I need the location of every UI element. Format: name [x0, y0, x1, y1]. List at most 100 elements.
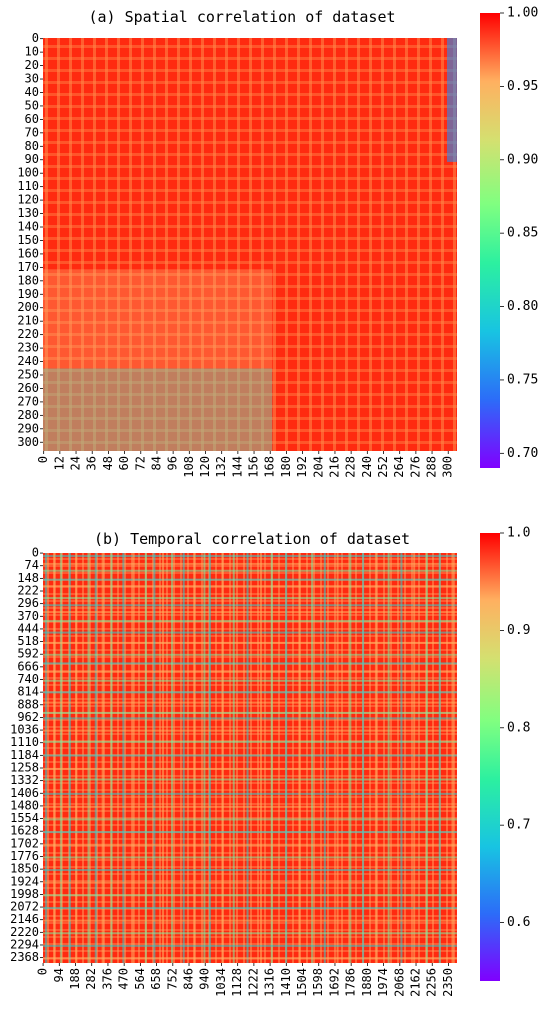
y-tick-label: 444: [17, 621, 39, 635]
colorbar-tick-label: 1.00: [507, 6, 538, 21]
y-tick-label: 1924: [10, 874, 39, 888]
x-tick-label: 240: [360, 456, 374, 478]
stripe: [413, 553, 416, 963]
y-tick-label: 1628: [10, 824, 39, 838]
y-tick-label: 1554: [10, 811, 39, 825]
x-tick-label: 1786: [344, 968, 358, 997]
y-tick-label: 2072: [10, 900, 39, 914]
colorbar-ticks-a: 1.00 0.95 0.90 0.85 0.80 0.75 0.70: [500, 6, 538, 461]
y-tick-label: 1332: [10, 773, 39, 787]
colorbar-tick-label: 0.8: [507, 720, 530, 735]
x-tick-label: 108: [182, 456, 196, 478]
x-tick-label: 48: [101, 456, 115, 470]
y-tick-label: 240: [17, 354, 39, 368]
x-tick-label: 658: [149, 968, 163, 990]
stripe: [170, 553, 173, 963]
stripe: [43, 597, 457, 600]
stripe: [43, 631, 457, 634]
x-ticks-b: 0 94 188 282 376 470 564 658 752 846 940 1034 1128 12…: [36, 963, 455, 997]
stripe: [43, 856, 457, 859]
y-tick-label: 1184: [10, 748, 39, 762]
stripe: [43, 831, 457, 834]
y-ticks-a: 0102030405060708090100110120130140150160…: [17, 31, 43, 449]
y-tick-label: 90: [25, 152, 39, 166]
x-tick-label: 276: [408, 456, 422, 478]
stripe: [336, 553, 339, 963]
x-tick-label: 216: [327, 456, 341, 478]
y-tick-label: 190: [17, 287, 39, 301]
y-tick-label: 40: [25, 85, 39, 99]
colorbar-tick-label: 0.6: [507, 915, 530, 930]
y-tick-label: 280: [17, 408, 39, 422]
x-tick-label: 1034: [214, 968, 228, 997]
stripe: [43, 641, 457, 644]
y-tick-label: 0: [32, 546, 39, 560]
stripe: [232, 553, 235, 963]
low-region: [43, 368, 273, 451]
y-tick-label: 148: [17, 571, 39, 585]
y-tick-label: 110: [17, 179, 39, 193]
stripe: [374, 553, 377, 963]
colorbar-tick-label: 0.90: [507, 152, 538, 167]
x-tick-label: 24: [69, 456, 83, 470]
stripe: [43, 740, 457, 743]
y-tick-label: 290: [17, 421, 39, 435]
stripe: [349, 553, 352, 963]
stripe: [270, 553, 273, 963]
x-tick-label: 846: [182, 968, 196, 990]
x-tick-label: 72: [133, 456, 147, 470]
stripe: [43, 670, 457, 673]
y-tick-label: 2368: [10, 950, 39, 964]
x-tick-label: 132: [214, 456, 228, 478]
heatmap-b: [43, 553, 457, 963]
stripe: [43, 919, 457, 922]
stripe: [43, 701, 457, 704]
colorbar-tick-label: 0.85: [507, 226, 538, 241]
x-tick-label: 180: [279, 456, 293, 478]
y-tick-label: 180: [17, 273, 39, 287]
y-tick-label: 1702: [10, 836, 39, 850]
y-tick-label: 20: [25, 58, 39, 72]
colorbar-tick-label: 0.70: [507, 446, 538, 461]
x-tick-label: 1974: [376, 968, 390, 997]
low-region: [43, 269, 273, 451]
y-tick-label: 2220: [10, 925, 39, 939]
x-tick-label: 264: [392, 456, 406, 478]
x-tick-label: 84: [149, 456, 163, 470]
stripe: [43, 932, 457, 935]
stripe: [43, 944, 457, 947]
y-tick-label: 814: [17, 685, 39, 699]
stripe: [43, 792, 457, 795]
stripe: [144, 553, 147, 963]
x-tick-label: 120: [198, 456, 212, 478]
x-tick-label: 2350: [441, 968, 455, 997]
stripe: [53, 553, 56, 963]
x-tick-label: 2256: [425, 968, 439, 997]
y-tick-label: 270: [17, 394, 39, 408]
stripe: [43, 805, 457, 808]
y-tick-label: 220: [17, 327, 39, 341]
stripe: [43, 818, 457, 821]
y-tick-label: 250: [17, 367, 39, 381]
y-tick-label: 2294: [10, 937, 39, 951]
stripe: [94, 553, 97, 963]
x-tick-label: 2068: [392, 968, 406, 997]
stripe: [438, 553, 441, 963]
stripe: [182, 553, 185, 963]
x-tick-label: 1316: [263, 968, 277, 997]
x-tick-label: 192: [295, 456, 309, 478]
stripe: [43, 569, 457, 572]
x-tick-label: 60: [117, 456, 131, 470]
x-tick-label: 36: [85, 456, 99, 470]
stripe: [400, 553, 403, 963]
y-tick-label: 100: [17, 166, 39, 180]
stripe: [285, 553, 288, 963]
stripe: [323, 553, 326, 963]
y-tick-label: 74: [25, 558, 39, 572]
colorbar-tick-label: 0.9: [507, 623, 530, 638]
x-tick-label: 1692: [327, 968, 341, 997]
stripe: [203, 553, 206, 963]
y-tick-label: 1776: [10, 849, 39, 863]
y-tick-label: 230: [17, 341, 39, 355]
stripe: [68, 553, 71, 963]
